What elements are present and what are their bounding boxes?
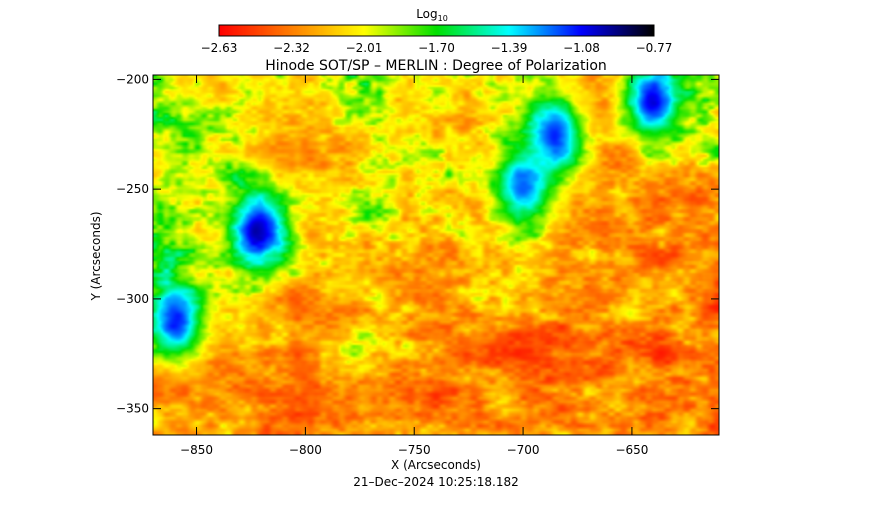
x-tick-label: −850 — [180, 443, 213, 457]
x-tick-label: −700 — [507, 443, 540, 457]
colorbar-tick-label: −1.39 — [491, 41, 528, 55]
colorbar-gradient — [219, 25, 654, 36]
timestamp: 21–Dec–2024 10:25:18.182 — [353, 475, 518, 489]
chart-title: Hinode SOT/SP – MERLIN : Degree of Polar… — [265, 58, 607, 74]
y-axis-label: Y (Arcseconds) — [89, 211, 103, 301]
colorbar-tick-label: −1.08 — [563, 41, 600, 55]
colorbar: Log10 −2.63 −2.32 −2.01 −1.70 −1.39 −1.08 −0.7… — [201, 7, 673, 55]
colorbar-label: Log10 — [416, 7, 448, 23]
x-tick-label: −650 — [615, 443, 648, 457]
x-tick-label: −800 — [289, 443, 322, 457]
x-axis: −850 −800 −750 −700 −650 — [180, 75, 648, 457]
colorbar-tick-label: −1.70 — [418, 41, 455, 55]
x-tick-label: −750 — [398, 443, 431, 457]
colorbar-tick-label: −2.63 — [201, 41, 238, 55]
colorbar-frame — [218, 24, 655, 37]
plot-frame — [152, 74, 720, 436]
y-axis: −200 −250 −300 −350 — [116, 72, 719, 416]
colorbar-tick-label: −2.01 — [346, 41, 383, 55]
x-axis-label: X (Arcseconds) — [391, 458, 481, 472]
y-tick-label: −350 — [116, 402, 149, 416]
colorbar-tick-label: −2.32 — [273, 41, 310, 55]
y-tick-label: −300 — [116, 292, 149, 306]
y-tick-label: −200 — [116, 72, 149, 86]
colorbar-tick-label: −0.77 — [636, 41, 673, 55]
plot-area: −850 −800 −750 −700 −650 −200 −250 −300 −350 — [116, 72, 720, 457]
heatmap-image — [153, 75, 719, 435]
colorbar-ticks: −2.63 −2.32 −2.01 −1.70 −1.39 −1.08 −0.77 — [201, 41, 673, 55]
y-tick-label: −250 — [116, 182, 149, 196]
